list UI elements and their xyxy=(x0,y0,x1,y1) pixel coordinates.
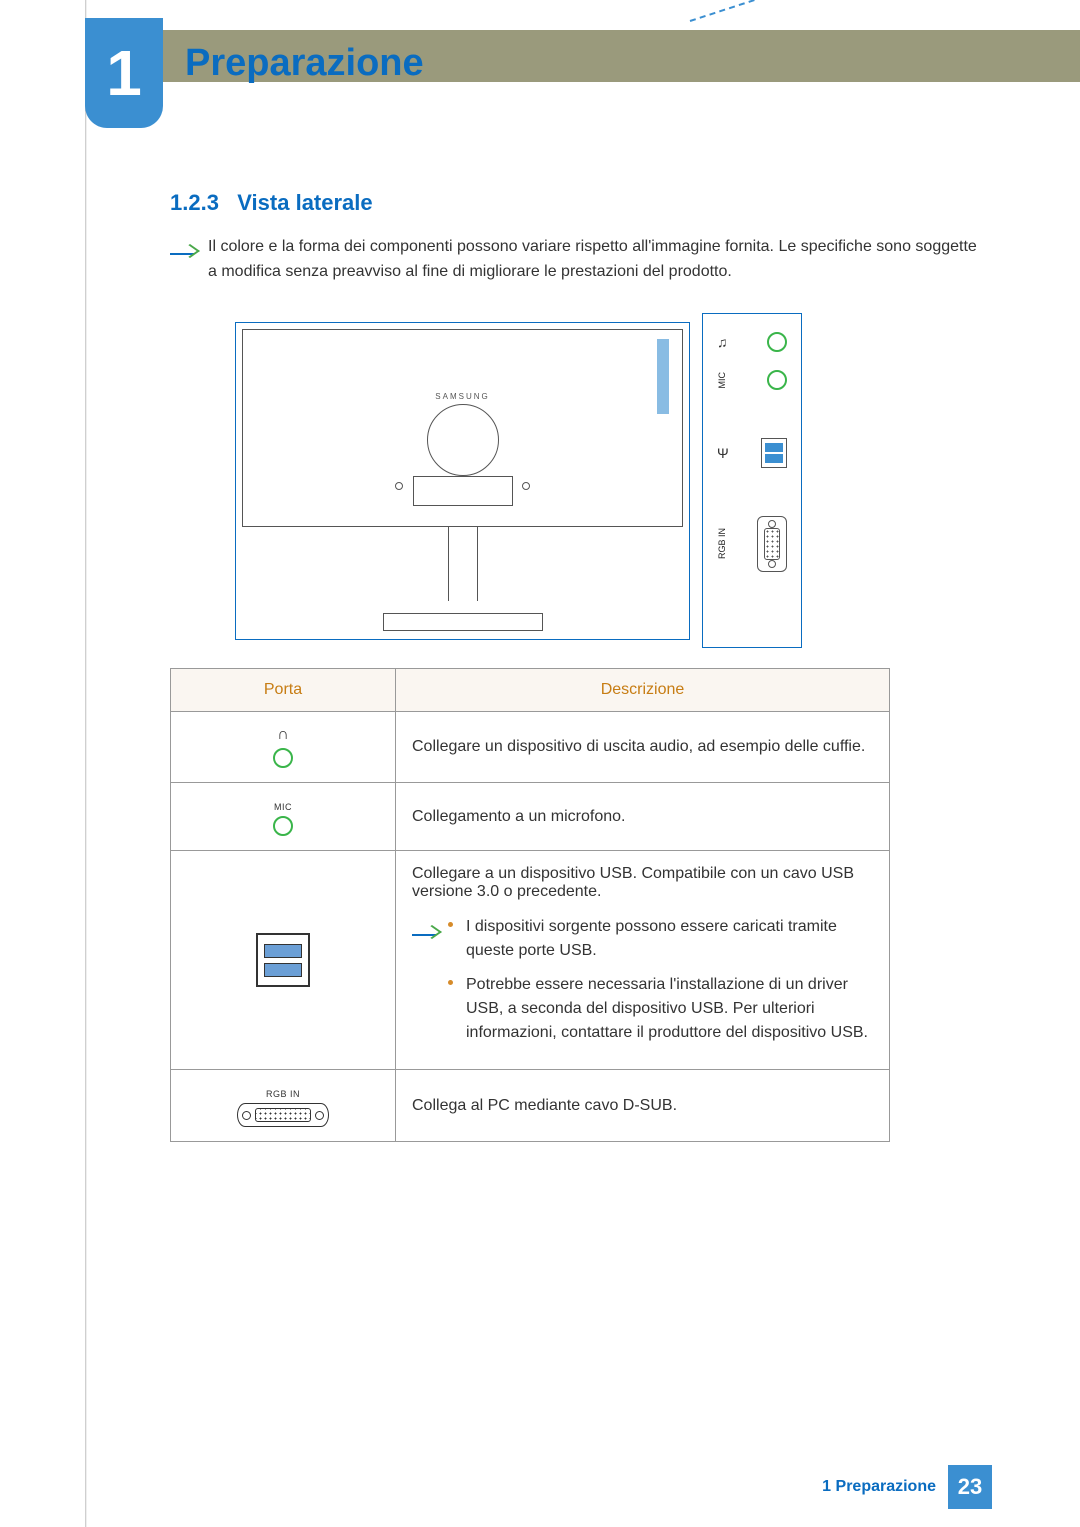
side-port-highlight xyxy=(657,339,669,414)
headphone-icon: ♫ xyxy=(717,334,728,350)
note-icon xyxy=(170,237,194,255)
chapter-title: Preparazione xyxy=(185,42,424,85)
usb-sub-bullet-list: I dispositivi sorgente possono essere ca… xyxy=(448,915,873,1055)
table-cell-desc: Collegare un dispositivo di uscita audio… xyxy=(396,712,890,783)
mic-port-icon: MIC xyxy=(273,802,293,836)
port-panel-figure: ♫ MIC Ψ RGB IN xyxy=(702,313,802,648)
mic-jack-icon xyxy=(767,370,787,390)
mic-label: MIC xyxy=(717,372,731,389)
note-icon xyxy=(412,918,436,936)
monitor-brand: SAMSUNG xyxy=(435,392,489,401)
monitor-base xyxy=(383,613,543,631)
mic-port-label: MIC xyxy=(274,802,292,812)
dsub-port-icon xyxy=(757,516,787,572)
usb-sub-note: I dispositivi sorgente possono essere ca… xyxy=(412,915,873,1055)
vesa-hole-icon xyxy=(395,482,403,490)
intro-note-text: Il colore e la forma dei componenti poss… xyxy=(208,235,990,285)
usb-port-icon xyxy=(256,933,310,987)
table-header-port: Porta xyxy=(171,669,396,712)
ports-table: Porta Descrizione ∩ Collegare un disposi… xyxy=(170,668,890,1142)
port-panel-rgb-row: RGB IN xyxy=(703,516,801,590)
chapter-number-tab: 1 xyxy=(85,18,163,128)
headphone-jack-icon xyxy=(767,332,787,352)
usb-sub-bullet: I dispositivi sorgente possono essere ca… xyxy=(448,915,873,963)
monitor-neck-plate xyxy=(413,476,513,506)
usb-port-icon xyxy=(761,438,787,468)
section-title: Vista laterale xyxy=(237,190,372,215)
page-left-shadow xyxy=(85,0,87,1527)
table-header-desc: Descrizione xyxy=(396,669,890,712)
callout-dashed-line xyxy=(690,0,765,22)
chapter-number: 1 xyxy=(106,36,142,110)
vesa-hole-icon xyxy=(522,482,530,490)
table-row: MIC Collegamento a un microfono. xyxy=(171,783,890,851)
table-cell-desc: Collegamento a un microfono. xyxy=(396,783,890,851)
table-row: ∩ Collegare un dispositivo di uscita aud… xyxy=(171,712,890,783)
dsub-port-label: RGB IN xyxy=(266,1089,300,1099)
monitor-body: SAMSUNG xyxy=(242,329,683,527)
table-row: Collegare a un dispositivo USB. Compatib… xyxy=(171,851,890,1070)
port-panel-headphone-row: ♫ xyxy=(703,332,801,370)
monitor-neck xyxy=(427,404,499,476)
section-number: 1.2.3 xyxy=(170,190,219,215)
rgb-label: RGB IN xyxy=(717,528,731,559)
monitor-stem xyxy=(448,527,478,601)
table-cell-desc: Collega al PC mediante cavo D-SUB. xyxy=(396,1070,890,1142)
page-number: 23 xyxy=(958,1474,982,1500)
usb-sub-bullet: Potrebbe essere necessaria l'installazio… xyxy=(448,973,873,1045)
usb-icon: Ψ xyxy=(717,445,729,461)
table-cell-desc: Collegare a un dispositivo USB. Compatib… xyxy=(412,865,873,901)
monitor-rear-figure: SAMSUNG xyxy=(235,322,690,640)
headphone-port-icon: ∩ xyxy=(273,726,293,768)
footer-chapter-ref: 1 Preparazione xyxy=(822,1478,936,1496)
page-footer: 1 Preparazione 23 xyxy=(822,1465,992,1509)
port-panel-usb-row: Ψ xyxy=(703,438,801,486)
table-row: RGB IN Collega al PC mediante cavo D-SUB… xyxy=(171,1070,890,1142)
intro-note-row: Il colore e la forma dei componenti poss… xyxy=(170,235,990,285)
dsub-port-icon: RGB IN xyxy=(237,1089,329,1127)
port-panel-mic-row: MIC xyxy=(703,370,801,408)
section-heading: 1.2.3 Vista laterale xyxy=(170,190,373,216)
page-number-badge: 23 xyxy=(948,1465,992,1509)
